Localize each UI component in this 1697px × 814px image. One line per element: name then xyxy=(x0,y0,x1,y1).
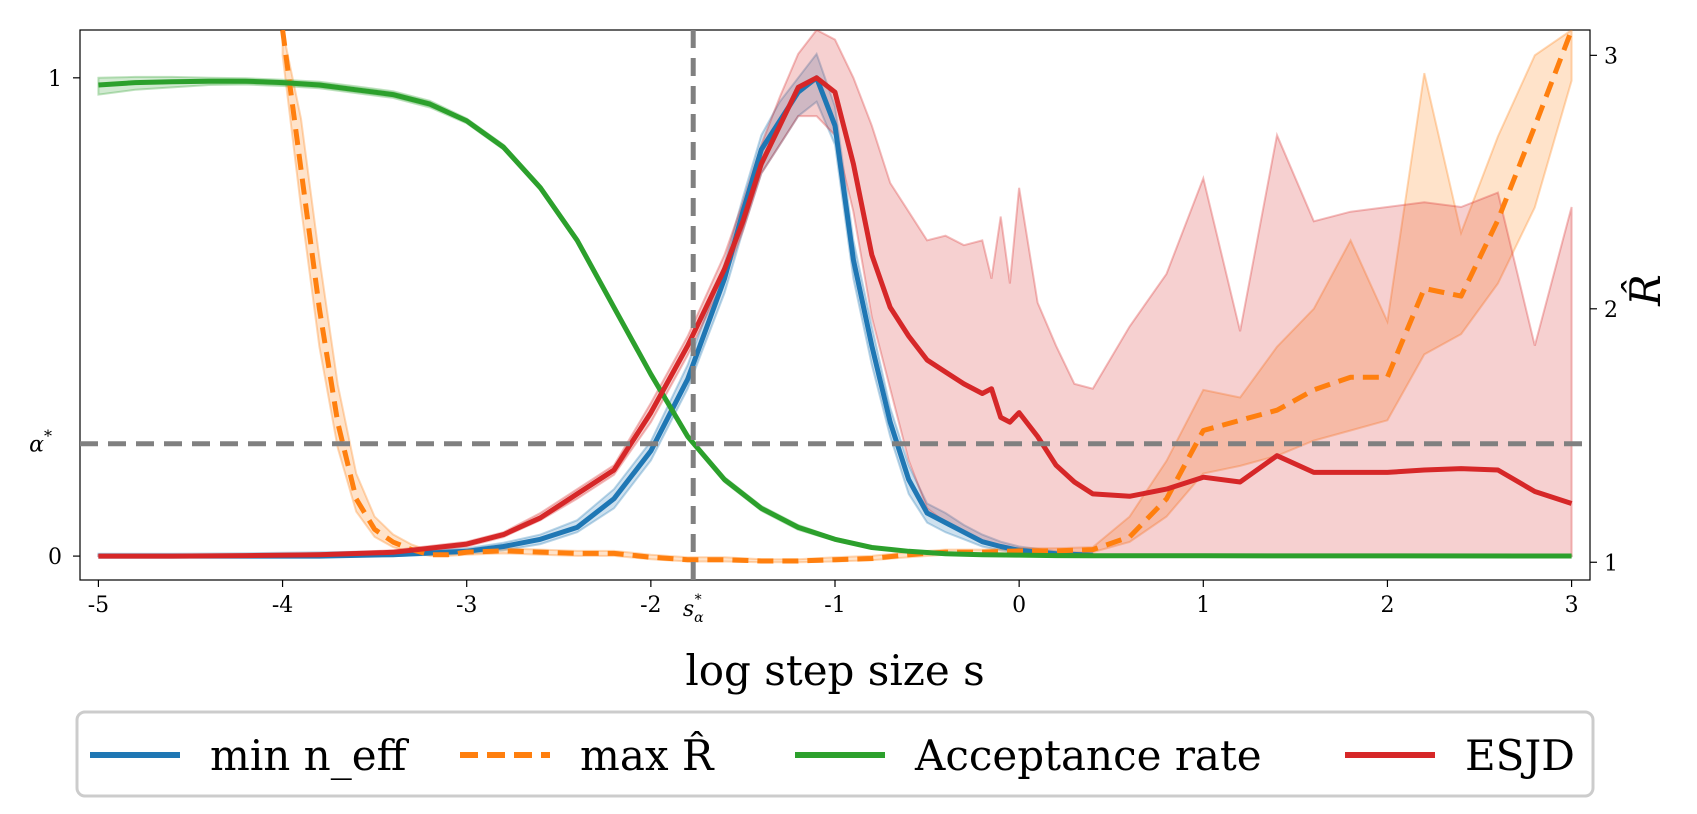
x-tick-label: -4 xyxy=(272,593,293,618)
x-tick-label: 0 xyxy=(1012,593,1026,618)
x-axis-ticks: -5 -4 -3 -2 -1 0 1 2 3 xyxy=(88,580,1579,618)
max-r-legend-label: max R̂ xyxy=(580,729,715,780)
alpha-star-sup: * xyxy=(44,427,52,446)
s-alpha-star-label: sα* xyxy=(683,592,704,626)
min-n-eff-legend-label: min n_eff xyxy=(210,731,410,780)
s-alpha-sup: * xyxy=(695,592,702,608)
y2-tick-label: 2 xyxy=(1604,298,1618,323)
y2-axis-ticks: 1 2 3 xyxy=(1590,44,1618,576)
esjd-band xyxy=(97,30,1573,558)
x-tick-label: 1 xyxy=(1196,593,1210,618)
y-tick-label: 1 xyxy=(48,67,62,92)
acceptance-rate-legend-label: Acceptance rate xyxy=(914,731,1262,780)
x-tick-label: 3 xyxy=(1565,593,1579,618)
max-r-line xyxy=(280,30,1574,564)
series-lines xyxy=(98,30,1574,564)
esjd-line xyxy=(98,75,1573,559)
alpha-star-label: α* xyxy=(29,427,52,458)
max-r-band xyxy=(281,30,1573,564)
x-tick-label: -1 xyxy=(824,593,845,618)
acceptance-rate-line xyxy=(98,78,1572,559)
y2-tick-label: 1 xyxy=(1604,551,1618,576)
y-tick-label: 0 xyxy=(48,545,62,570)
x-tick-label: 2 xyxy=(1380,593,1394,618)
reference-lines xyxy=(80,30,1590,580)
x-tick-label: -3 xyxy=(456,593,477,618)
legend: min n_eff max R̂ Acceptance rate ESJD xyxy=(75,710,1595,798)
s-alpha-sub: α xyxy=(694,610,704,626)
y-axis-ticks: 01 xyxy=(48,67,80,570)
x-tick-label: -5 xyxy=(88,593,109,618)
y2-tick-label: 3 xyxy=(1604,44,1618,69)
x-tick-label: -2 xyxy=(640,593,661,618)
y2-axis-label: R̂ xyxy=(1619,274,1670,307)
esjd-legend-label: ESJD xyxy=(1465,731,1575,780)
x-axis-label: log step size s xyxy=(685,646,984,695)
confidence-bands xyxy=(97,30,1573,564)
